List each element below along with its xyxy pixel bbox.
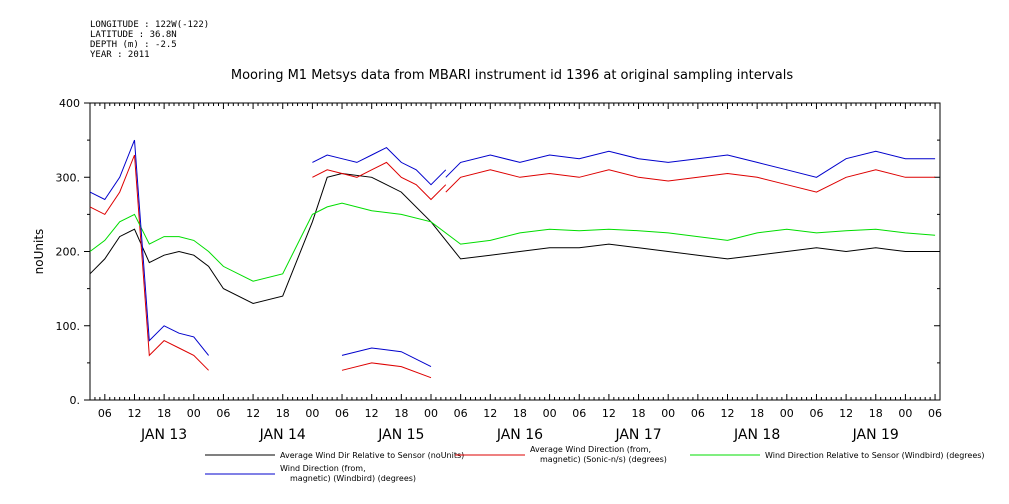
x-day-label: JAN 19 (852, 427, 899, 443)
x-hour-label: 18 (632, 407, 646, 420)
legend-label-line2: magnetic) (Sonic-n/s) (degrees) (540, 455, 667, 464)
series-line-2 (89, 154, 209, 371)
x-hour-label: 12 (839, 407, 853, 420)
x-day-label: JAN 17 (614, 427, 661, 443)
meta-year: YEAR : 2011 (90, 50, 150, 60)
legend-label: Average Wind Dir Relative to Sensor (noU… (280, 451, 464, 460)
metadata-block: LONGITUDE : 122W(-122) LATITUDE : 36.8N … (90, 20, 209, 60)
x-day-label: JAN 14 (259, 427, 306, 443)
series-line-3 (89, 202, 936, 282)
meta-latitude: LATITUDE : 36.8N (90, 30, 177, 40)
x-hour-label: 12 (483, 407, 497, 420)
x-hour-label: 00 (187, 407, 201, 420)
x-hour-label: 12 (246, 407, 260, 420)
x-hour-label: 12 (365, 407, 379, 420)
x-hour-label: 06 (98, 407, 112, 420)
legend-label: Wind Direction Relative to Sensor (Windb… (765, 451, 985, 460)
series-line-2 (312, 161, 447, 201)
chart-title-wrapper: Mooring M1 Metsys data from MBARI instru… (0, 68, 1009, 83)
plot-frame (89, 102, 941, 401)
meta-depth: DEPTH (m) : -2.5 (90, 40, 177, 50)
x-hour-label: 12 (127, 407, 141, 420)
x-hour-label: 12 (602, 407, 616, 420)
y-tick-label: 400 (59, 97, 80, 110)
x-hour-label: 06 (572, 407, 586, 420)
x-hour-label: 18 (750, 407, 764, 420)
x-hour-label: 00 (780, 407, 794, 420)
x-hour-label: 00 (424, 407, 438, 420)
x-hour-label: 18 (869, 407, 883, 420)
x-hour-label: 06 (454, 407, 468, 420)
y-axis-label: noUnits (32, 229, 46, 275)
x-hour-label: 18 (394, 407, 408, 420)
series-line-2 (341, 362, 432, 379)
y-tick-label: 0. (70, 394, 81, 407)
series-line-4 (341, 347, 432, 368)
x-hour-label: 00 (305, 407, 319, 420)
x-hour-label: 00 (543, 407, 557, 420)
x-hour-label: 18 (276, 407, 290, 420)
x-hour-label: 00 (898, 407, 912, 420)
x-day-label: JAN 16 (496, 427, 543, 443)
y-tick-label: 300. (56, 171, 81, 184)
series-line-4 (445, 150, 936, 178)
x-hour-label: 00 (661, 407, 675, 420)
legend-label: Wind Direction (from, (280, 464, 366, 473)
x-hour-label: 06 (335, 407, 349, 420)
series-line-2 (445, 169, 936, 193)
series-line-4 (312, 146, 447, 186)
y-tick-label: 200. (56, 246, 81, 259)
x-hour-label: 18 (513, 407, 527, 420)
chart-title: Mooring M1 Metsys data from MBARI instru… (230, 68, 794, 83)
x-day-label: JAN 15 (377, 427, 424, 443)
x-hour-label: 12 (721, 407, 735, 420)
series-line-1 (89, 172, 936, 305)
x-hour-label: 06 (216, 407, 230, 420)
x-hour-label: 18 (157, 407, 171, 420)
series-line-4 (89, 139, 209, 356)
x-hour-label: 06 (928, 407, 942, 420)
meta-longitude: LONGITUDE : 122W(-122) (90, 20, 210, 30)
legend-label: Average Wind Direction (from, (530, 445, 651, 454)
x-day-label: JAN 13 (140, 427, 187, 443)
y-tick-label: 100. (56, 320, 81, 333)
x-hour-label: 06 (809, 407, 823, 420)
legend-label-line2: magnetic) (Windbird) (degrees) (290, 474, 416, 483)
x-day-label: JAN 18 (733, 427, 780, 443)
x-hour-label: 06 (691, 407, 705, 420)
